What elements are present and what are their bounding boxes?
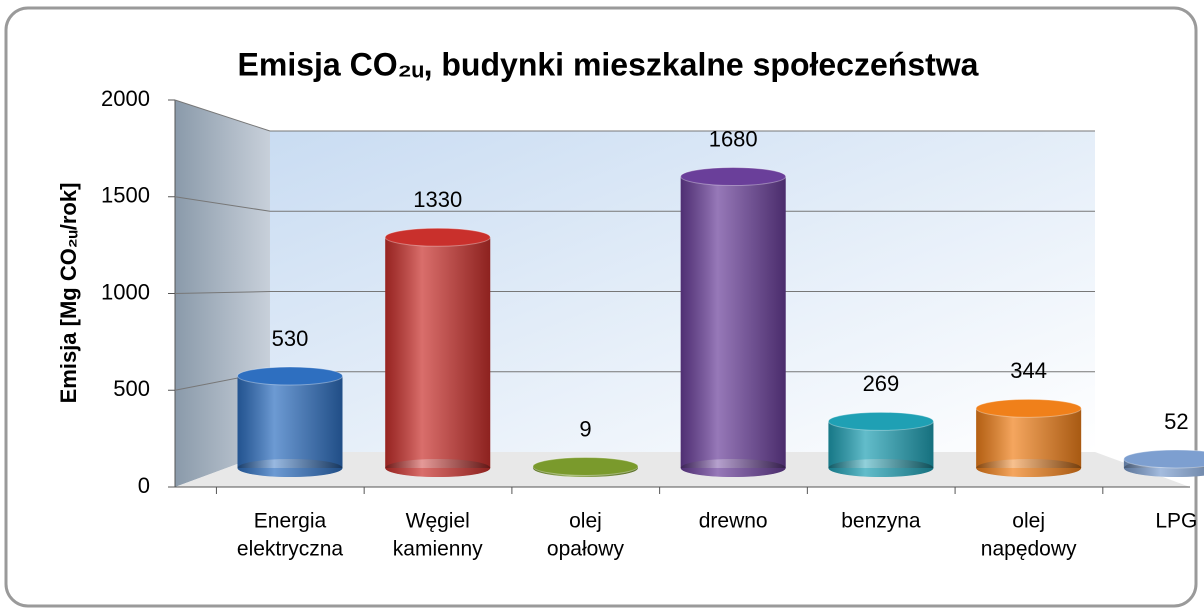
bar-shade bbox=[385, 237, 491, 468]
bar-base-shade bbox=[828, 459, 934, 477]
x-tick-label: kamienny bbox=[393, 538, 483, 561]
bar-base-shade bbox=[680, 459, 786, 477]
bar-shade bbox=[680, 176, 786, 468]
y-tick-label: 1500 bbox=[101, 183, 150, 208]
bar-shade bbox=[976, 408, 1082, 468]
y-tick-label: 2000 bbox=[101, 86, 150, 111]
y-axis-label: Emisja [Mg CO₂ᵤ/rok] bbox=[56, 183, 81, 404]
x-tick-label: drewno bbox=[699, 510, 768, 533]
y-tick-label: 0 bbox=[138, 473, 150, 498]
bar-top bbox=[975, 398, 1082, 418]
bar-base-shade bbox=[237, 459, 343, 477]
data-label: 1330 bbox=[413, 187, 462, 212]
x-tick-label: olej bbox=[1012, 510, 1045, 533]
x-tick-label: LPG bbox=[1155, 510, 1197, 533]
data-label: 269 bbox=[863, 371, 900, 396]
grid-line bbox=[174, 196, 271, 212]
bar-top bbox=[532, 456, 639, 476]
grid-line bbox=[174, 99, 271, 132]
bar-base-shade bbox=[385, 459, 491, 477]
x-tick-label: opałowy bbox=[547, 538, 625, 561]
y-tick-label: 1000 bbox=[101, 279, 150, 304]
x-tick-label: napędowy bbox=[981, 538, 1077, 561]
x-tick-label: olej bbox=[569, 510, 602, 533]
data-label: 1680 bbox=[709, 126, 758, 151]
data-label: 344 bbox=[1010, 358, 1047, 383]
x-tick-label: Energia bbox=[254, 510, 327, 533]
bar-shade bbox=[237, 376, 343, 468]
x-tick-label: Węgiel bbox=[406, 510, 470, 533]
y-tick-label: 500 bbox=[113, 376, 150, 401]
grid-line bbox=[174, 291, 271, 294]
bar-top bbox=[680, 167, 787, 187]
bar-top bbox=[384, 227, 491, 247]
bar-base-shade bbox=[976, 459, 1082, 477]
data-label: 530 bbox=[272, 326, 309, 351]
data-label: 52 bbox=[1164, 409, 1188, 434]
data-label: 9 bbox=[579, 416, 591, 441]
x-tick-label: benzyna bbox=[841, 510, 921, 533]
bar-top bbox=[237, 366, 343, 386]
bar-top bbox=[1123, 449, 1204, 469]
chart-title: Emisja CO₂ᵤ, budynki mieszkalne społecze… bbox=[238, 46, 979, 82]
x-tick-label: elektryczna bbox=[237, 538, 344, 561]
bar-top bbox=[827, 411, 934, 431]
